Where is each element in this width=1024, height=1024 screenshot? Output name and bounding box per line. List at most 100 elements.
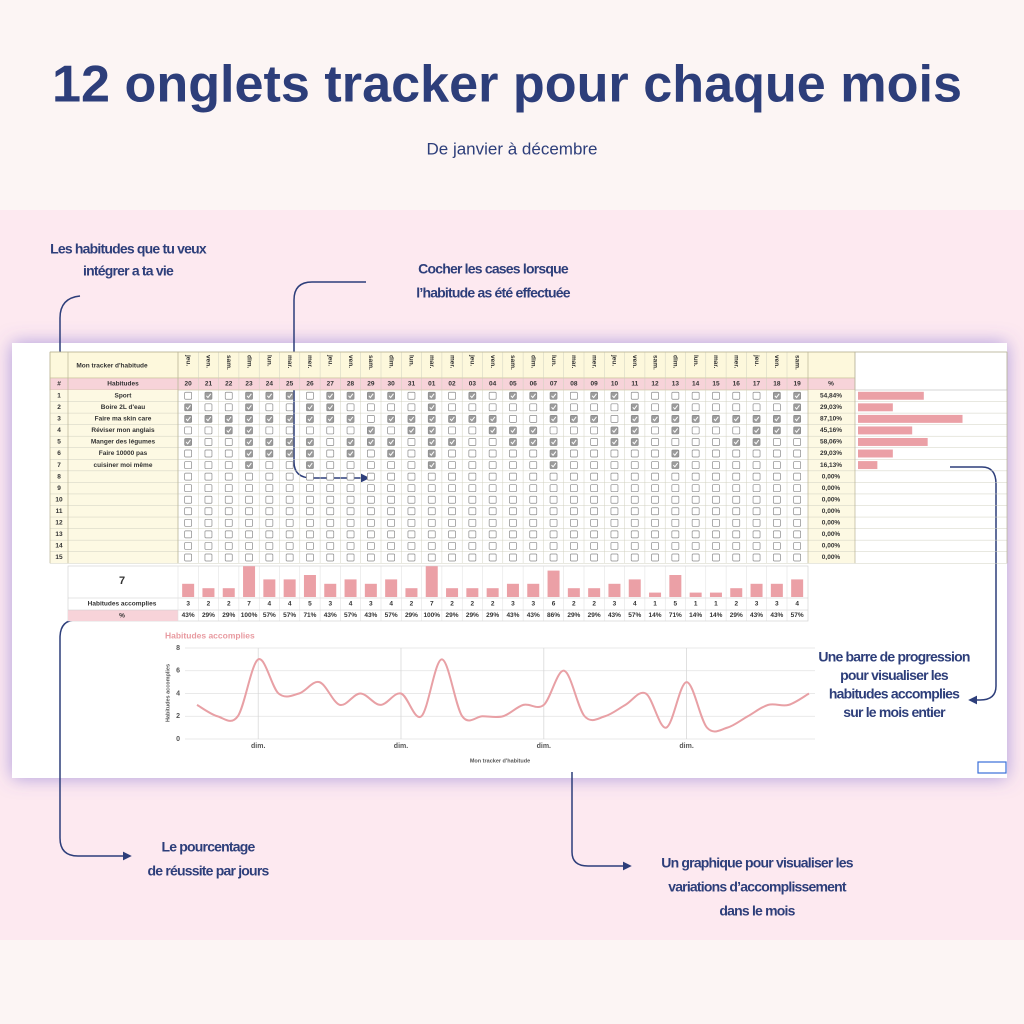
checkbox — [691, 449, 700, 458]
checkbox — [224, 472, 233, 481]
checkbox — [407, 542, 416, 550]
checkbox — [427, 438, 436, 446]
check — [266, 393, 273, 399]
annotation: Cocher les cases lorsque — [418, 261, 569, 277]
row-number: 8 — [57, 473, 61, 480]
checkbox — [245, 438, 253, 446]
checkbox — [245, 449, 253, 458]
checkbox — [509, 391, 517, 400]
daily-count: 3 — [531, 601, 535, 608]
daily-percent: 29% — [567, 612, 580, 619]
check — [510, 428, 516, 434]
checkbox — [184, 472, 192, 481]
daily-count: 7 — [247, 601, 251, 608]
checkbox — [285, 426, 294, 435]
daily-count: 2 — [227, 601, 231, 608]
row-number: 1 — [57, 392, 61, 399]
checkbox — [793, 553, 802, 562]
checkbox — [407, 484, 416, 493]
checkbox — [346, 495, 355, 504]
chart-bg — [158, 628, 815, 772]
checkbox — [387, 518, 395, 527]
checkbox — [224, 438, 233, 446]
habit-name: Faire ma skin care — [95, 416, 152, 423]
checkbox — [529, 472, 538, 481]
checkbox — [691, 507, 700, 516]
checkbox — [488, 403, 497, 412]
checkbox — [691, 530, 700, 539]
checkbox — [549, 530, 558, 539]
checkbox — [427, 472, 436, 481]
row-number: 11 — [56, 508, 63, 515]
weekday: jeu. — [611, 354, 618, 366]
check — [226, 428, 232, 434]
checkbox — [712, 507, 720, 516]
daily-percent: 57% — [344, 612, 357, 619]
checkbox — [306, 415, 314, 423]
y-axis-label: Habitudes accomplies — [165, 664, 171, 722]
daily-count: 5 — [674, 601, 678, 608]
checkbox — [265, 507, 274, 516]
check — [429, 462, 435, 468]
checkbox — [488, 484, 497, 493]
checkbox — [245, 530, 253, 539]
row-number: 9 — [57, 485, 61, 492]
checkbox — [285, 449, 294, 458]
checkbox — [772, 507, 781, 516]
checkbox — [224, 553, 233, 562]
check — [672, 416, 679, 422]
annotation: Le pourcentage — [161, 839, 255, 855]
check — [246, 416, 252, 422]
checkbox — [569, 403, 578, 412]
checkbox — [285, 507, 294, 516]
habit-percent: 0,00% — [822, 554, 841, 561]
annotation: habitudes accomplies — [829, 686, 960, 702]
weekday: ven. — [205, 355, 212, 368]
checkbox — [630, 438, 639, 446]
daily-bar — [324, 583, 337, 597]
checkbox — [610, 391, 619, 400]
checkbox — [509, 461, 517, 469]
daily-count: 4 — [288, 601, 292, 608]
checkbox — [590, 530, 599, 539]
annotation: Une barre de progression — [818, 649, 969, 665]
checkbox — [306, 438, 314, 446]
y-tick-label: 0 — [176, 736, 180, 743]
daily-count: 2 — [592, 601, 596, 608]
date: 19 — [794, 381, 802, 388]
checkbox — [772, 472, 781, 481]
checkbox — [387, 391, 395, 400]
daily-bar — [608, 583, 621, 597]
daily-count: 3 — [369, 601, 373, 608]
date: 12 — [651, 381, 659, 388]
checkbox — [590, 542, 599, 550]
weekday: ven. — [773, 355, 780, 368]
checkbox — [509, 426, 517, 435]
checkbox — [752, 461, 761, 469]
checkbox — [265, 415, 274, 423]
check — [307, 451, 313, 457]
checkbox — [772, 415, 781, 423]
checkbox — [569, 542, 578, 550]
weekday: jeu. — [184, 354, 191, 366]
daily-count: 3 — [511, 601, 515, 608]
weekday: dim. — [387, 355, 394, 369]
daily-count: 3 — [755, 601, 759, 608]
checkbox — [772, 530, 781, 539]
check — [348, 439, 354, 445]
weekday: mer. — [306, 355, 313, 369]
daily-count: 1 — [694, 601, 698, 608]
checkbox — [712, 449, 720, 458]
check — [632, 405, 638, 410]
weekday: dim. — [672, 355, 679, 369]
checkbox — [448, 530, 456, 539]
daily-percent: 29% — [446, 612, 459, 619]
checkbox — [630, 542, 639, 550]
check — [774, 428, 780, 434]
checkbox — [529, 403, 538, 412]
checkbox — [488, 542, 497, 550]
checkbox — [772, 461, 781, 469]
checkbox — [326, 461, 335, 469]
date: 21 — [205, 381, 213, 388]
check — [287, 393, 293, 399]
